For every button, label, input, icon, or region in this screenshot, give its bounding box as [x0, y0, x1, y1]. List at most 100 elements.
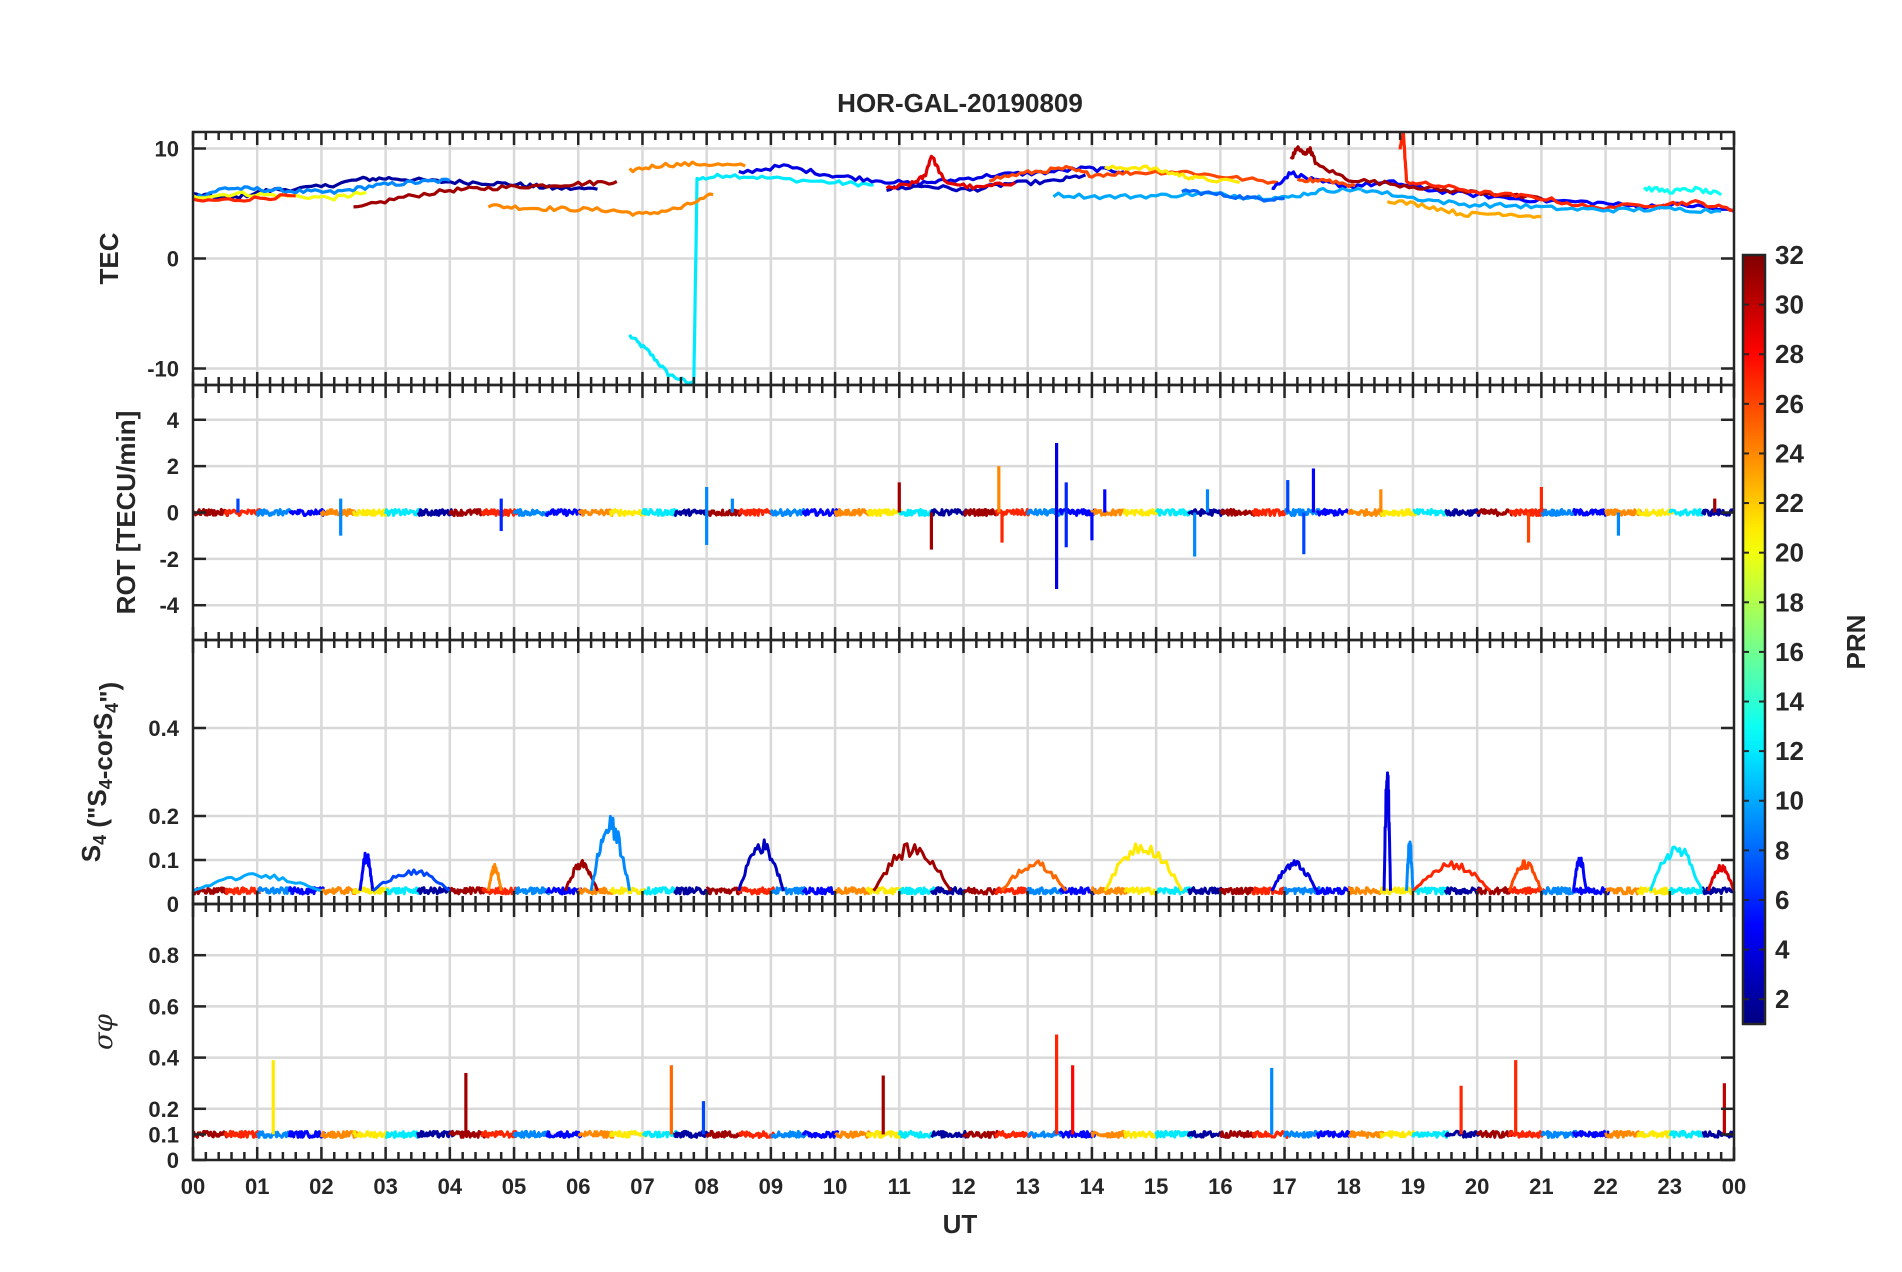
bump-prn-5	[1572, 856, 1588, 891]
trace-prn-27	[994, 886, 1033, 896]
colorbar-tick-label: 22	[1775, 488, 1804, 518]
trace-prn-9	[255, 886, 294, 896]
trace-prn-5	[287, 1130, 326, 1139]
y-axis-label: ROT [TECU/min]	[111, 411, 141, 615]
trace-prn-5	[288, 508, 327, 517]
series-prn-23	[1386, 199, 1542, 219]
trace-prn-27	[480, 508, 519, 517]
x-tick-label: 00	[181, 1174, 205, 1199]
trace-prn-24	[1604, 1129, 1643, 1139]
series-prn-27	[193, 193, 296, 203]
bump-prn-21	[1103, 842, 1184, 892]
trace-prn-21	[1123, 886, 1161, 896]
colorbar-tick-label: 4	[1775, 935, 1790, 965]
series-prn-31	[353, 179, 618, 209]
x-tick-label: 11	[888, 1174, 911, 1199]
trace-prn-9	[512, 1129, 551, 1139]
bump-prn-24	[486, 862, 503, 892]
trace-prn-9	[1026, 886, 1065, 896]
data-layer	[193, 442, 1734, 589]
trace-prn-12	[897, 1129, 936, 1139]
trace-prn-2	[930, 886, 968, 896]
trace-prn-12	[1668, 886, 1706, 896]
colorbar-tick-label: 12	[1775, 736, 1804, 766]
colorbar-tick-label: 24	[1775, 438, 1804, 468]
trace-prn-31	[705, 886, 743, 896]
trace-prn-12	[385, 886, 422, 896]
trace-prn-21	[608, 508, 647, 517]
trace-prn-9	[1539, 508, 1579, 517]
y-tick-label: 0.8	[148, 943, 179, 968]
trace-prn-12	[1668, 508, 1707, 517]
trace-prn-27	[1250, 886, 1290, 896]
y-tick-label: 0	[167, 501, 179, 526]
trace-prn-12	[1154, 886, 1193, 896]
trace-prn-9	[1540, 886, 1579, 896]
trace-prn-21	[608, 1130, 648, 1139]
trace-prn-31	[448, 1129, 487, 1139]
colorbar-tick-label: 6	[1775, 885, 1789, 915]
data-layer	[193, 132, 1734, 385]
trace-prn-9	[769, 508, 807, 518]
colorbar-bar	[1741, 253, 1767, 1026]
colorbar-tick-label: 2	[1775, 984, 1789, 1014]
data-layer	[193, 1034, 1734, 1139]
x-tick-label: 02	[309, 1174, 333, 1199]
x-tick-label: 19	[1401, 1174, 1425, 1199]
y-tick-label: -2	[159, 547, 179, 572]
trace-prn-24	[577, 508, 615, 517]
panel-sigma_phi: 00.10.2 0.4 0.6 0.8 σφ 00 01 02 03 04 05 06 07 08 09 10…	[89, 902, 1746, 1199]
panel-s4: 00.10.20.4S4 ("S4-corS4")	[76, 638, 1736, 917]
trace-prn-21	[1379, 508, 1418, 517]
trace-prn-27	[223, 1129, 262, 1139]
trace-prn-21	[865, 886, 904, 896]
trace-prn-9	[1540, 1129, 1579, 1139]
trace-prn-31	[1475, 1129, 1514, 1139]
y-tick-label: 0.4	[148, 716, 179, 741]
trace-prn-24	[576, 886, 615, 896]
trace-prn-2	[416, 508, 455, 517]
series-prn-29	[885, 154, 1016, 191]
trace-prn-21	[865, 508, 904, 517]
bump-prn-9	[1405, 840, 1415, 891]
trace-prn-31	[448, 886, 487, 896]
bump-prn-29	[1706, 863, 1734, 892]
trace-prn-9	[770, 886, 808, 896]
trace-prn-21	[1636, 1129, 1675, 1139]
trace-prn-5	[801, 1130, 840, 1139]
trace-prn-12	[641, 508, 680, 517]
trace-prn-24	[1347, 1130, 1386, 1139]
x-tick-label: 12	[951, 1174, 975, 1199]
colorbar-tick-label: 20	[1775, 538, 1804, 568]
trace-prn-12	[1668, 1129, 1707, 1139]
y-tick-label: -4	[159, 593, 179, 618]
colorbar-tick-label: 14	[1775, 687, 1804, 717]
trace-prn-24	[319, 886, 359, 896]
series-prn-9	[193, 177, 451, 201]
y-tick-label: 2	[167, 454, 179, 479]
y-tick-label: 0.2	[148, 804, 179, 829]
trace-prn-27	[223, 508, 262, 517]
trace-prn-9	[255, 1130, 294, 1139]
trace-prn-2	[1701, 886, 1734, 896]
trace-prn-2	[673, 886, 712, 896]
bump-prn-10	[193, 872, 322, 893]
y-axis-label-part: 4	[96, 779, 116, 789]
trace-prn-5	[1315, 507, 1354, 517]
trace-prn-24	[833, 507, 872, 517]
trace-prn-21	[1379, 886, 1418, 896]
trace-prn-21	[1379, 1130, 1418, 1139]
x-tick-label: 10	[823, 1174, 847, 1199]
trace-prn-12	[898, 886, 936, 896]
x-axis-label: UT	[943, 1209, 978, 1239]
trace-prn-21	[1122, 508, 1161, 517]
x-tick-label: 04	[438, 1174, 463, 1199]
trace-prn-12	[897, 508, 937, 517]
panel-rot: -4 -2 0 2 4 ROT [TECU/min]	[111, 383, 1736, 642]
trace-prn-12	[1411, 886, 1450, 896]
series-prn-12	[628, 172, 874, 385]
trace-prn-9	[770, 1129, 808, 1139]
trace-prn-12	[641, 1129, 680, 1139]
x-tick-label: 17	[1272, 1174, 1296, 1199]
